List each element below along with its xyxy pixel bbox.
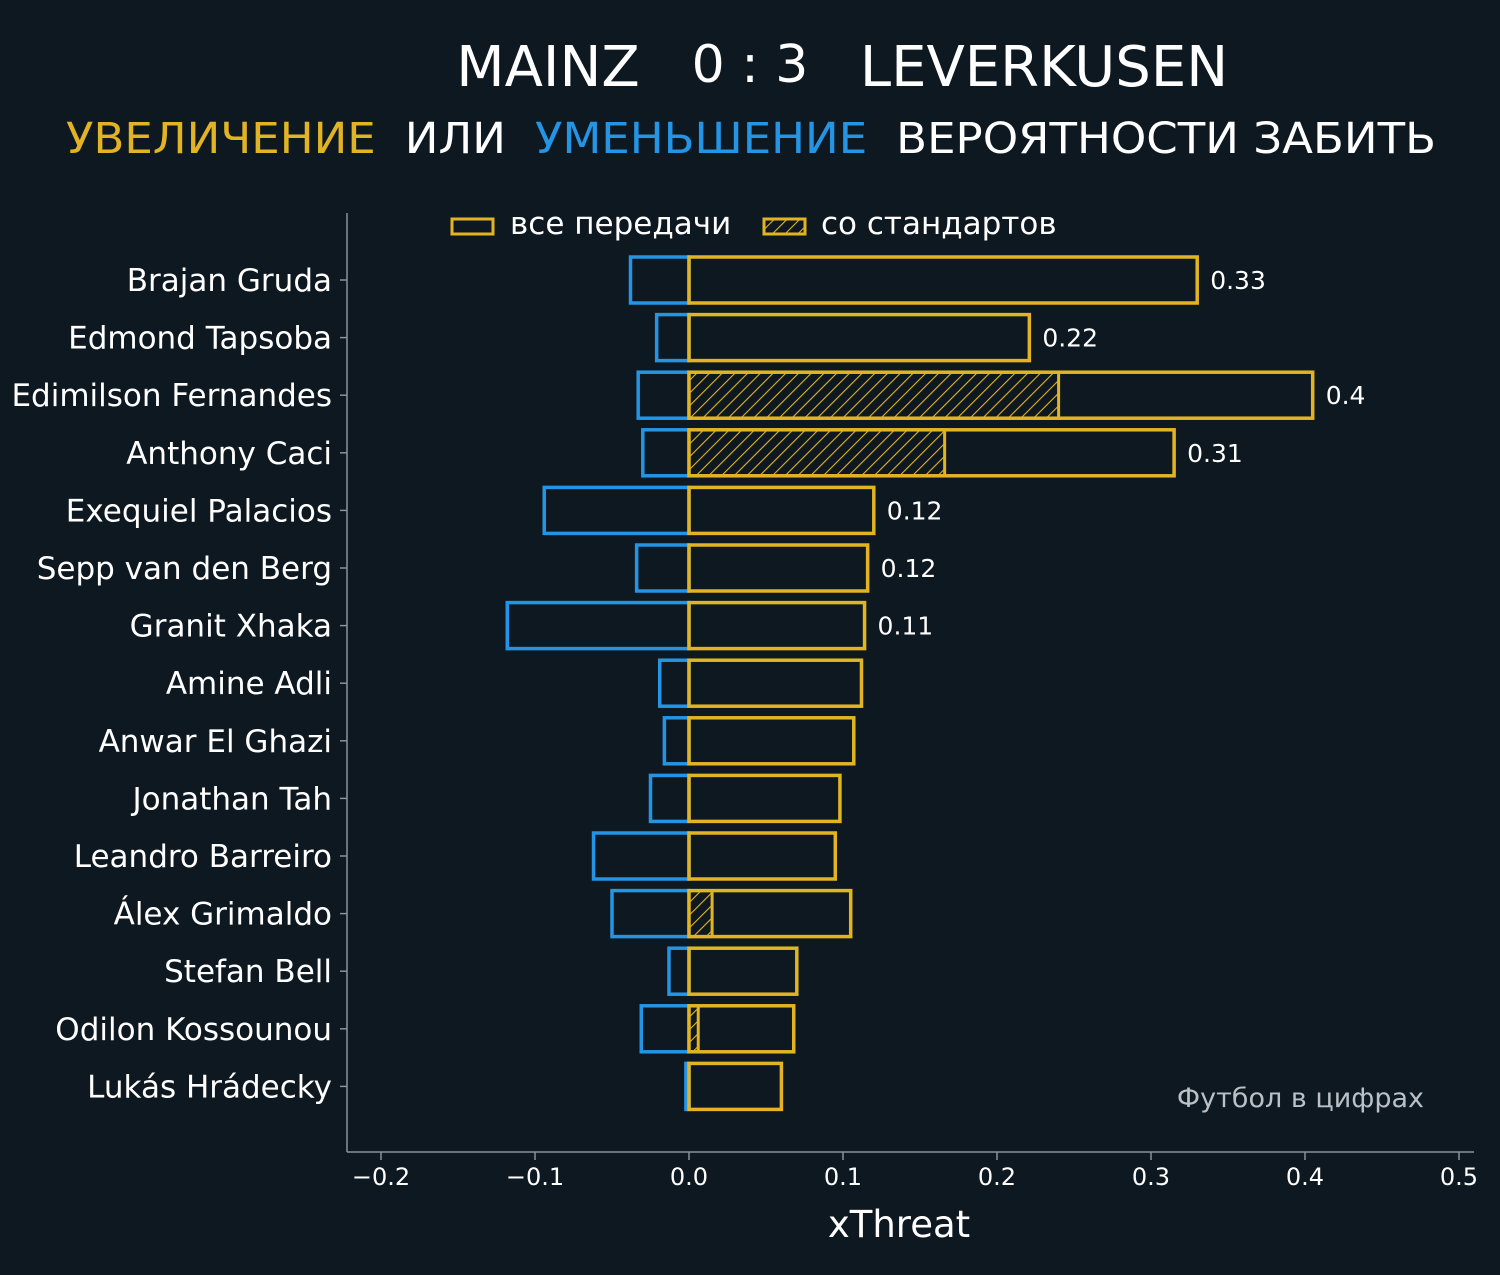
bar-all-passes xyxy=(687,946,799,996)
bar-decrease xyxy=(641,428,691,478)
x-tick-label: 0.5 xyxy=(1440,1163,1478,1191)
bar-set-pieces xyxy=(687,889,714,939)
data-label: 0.31 xyxy=(1187,439,1243,468)
y-tick-labels: Brajan Gruda Edmond Tapsoba Edimilson Fern… xyxy=(11,263,347,1105)
bar-all-passes xyxy=(687,831,838,881)
bar-all-passes xyxy=(687,485,876,536)
y-tick-label: Edimilson Fernandes xyxy=(11,378,332,414)
subtitle-decrease: УМЕНЬШЕНИЕ xyxy=(535,114,867,164)
bar-decrease xyxy=(667,946,691,996)
bar-set-pieces xyxy=(687,428,947,478)
legend-label-all-passes: все передачи xyxy=(510,206,731,242)
subtitle: УВЕЛИЧЕНИЕ ИЛИ УМЕНЬШЕНИЕ ВЕРОЯТНОСТИ ЗА… xyxy=(66,114,1436,164)
legend: все передачи со стандартов xyxy=(450,206,1057,242)
y-tick-label: Álex Grimaldo xyxy=(114,897,332,933)
y-tick-label: Sepp van den Berg xyxy=(37,551,332,587)
bar-all-passes xyxy=(687,1004,796,1054)
bar-all-passes xyxy=(687,370,1315,420)
x-ticks: −0.2 −0.1 0.0 0.1 0.2 0.3 0.4 0.5 xyxy=(352,1152,1478,1191)
data-label: 0.4 xyxy=(1326,381,1366,410)
bar-all-passes xyxy=(687,255,1199,305)
bar-all-passes xyxy=(687,658,864,708)
bar-all-passes xyxy=(687,1061,784,1112)
data-label: 0.22 xyxy=(1042,324,1098,353)
bar-all-passes xyxy=(687,428,1176,478)
match-score: 0 : 3 xyxy=(692,35,809,95)
y-tick-label: Odilon Kossounou xyxy=(55,1012,332,1048)
away-team-name: LEVERKUSEN xyxy=(860,35,1228,100)
x-tick-label: −0.2 xyxy=(352,1163,410,1191)
y-tick-label: Lukás Hrádecky xyxy=(87,1069,332,1105)
bar-all-passes xyxy=(687,716,856,766)
x-axis-label: xThreat xyxy=(828,1203,970,1246)
data-label: 0.11 xyxy=(878,612,934,641)
y-tick-label: Anthony Caci xyxy=(126,436,332,472)
x-tick-label: 0.3 xyxy=(1132,1163,1170,1191)
y-tick-label: Brajan Gruda xyxy=(127,263,332,299)
y-tick-label: Anwar El Ghazi xyxy=(99,724,332,760)
y-tick-label: Jonathan Tah xyxy=(130,781,332,817)
y-tick-label: Granit Xhaka xyxy=(130,609,332,645)
bar-all-passes xyxy=(687,773,842,824)
y-tick-label: Stefan Bell xyxy=(164,954,332,990)
bar-decrease xyxy=(662,716,691,766)
bar-all-passes xyxy=(687,600,867,651)
x-tick-label: 0.2 xyxy=(978,1163,1016,1191)
bar-decrease xyxy=(639,1004,691,1054)
bar-all-passes xyxy=(687,312,1032,363)
bar-all-passes xyxy=(687,888,853,939)
x-tick-label: 0.4 xyxy=(1286,1163,1324,1191)
data-label: 0.33 xyxy=(1210,266,1266,295)
bar-set-pieces xyxy=(687,370,1061,420)
x-tick-label: 0.1 xyxy=(824,1163,862,1191)
bar-decrease xyxy=(591,831,691,881)
legend-swatch-set-pieces xyxy=(762,217,807,236)
bar-decrease xyxy=(505,600,691,651)
data-label: 0.12 xyxy=(887,496,943,525)
bars-group xyxy=(505,255,1315,1112)
bar-all-passes xyxy=(687,543,870,593)
subtitle-or: ИЛИ xyxy=(405,114,506,164)
bar-decrease xyxy=(657,658,691,708)
y-tick-label: Exequiel Palacios xyxy=(66,493,332,529)
home-team-name: MAINZ xyxy=(456,35,639,100)
subtitle-increase: УВЕЛИЧЕНИЕ xyxy=(66,114,376,164)
watermark: Футбол в цифрах xyxy=(1177,1083,1424,1114)
legend-label-set-pieces: со стандартов xyxy=(821,206,1057,242)
data-labels: 0.33 0.22 0.4 0.31 0.12 0.12 0.11 xyxy=(878,266,1366,641)
bar-decrease xyxy=(610,888,691,939)
y-tick-label: Edmond Tapsoba xyxy=(68,321,332,357)
legend-swatch-all-passes xyxy=(450,217,495,236)
bar-decrease xyxy=(648,773,691,824)
x-tick-label: −0.1 xyxy=(506,1163,564,1191)
data-label: 0.12 xyxy=(881,554,937,583)
bar-decrease xyxy=(628,255,691,305)
x-tick-label: 0.0 xyxy=(670,1163,708,1191)
y-tick-label: Amine Adli xyxy=(166,666,332,702)
subtitle-rest: ВЕРОЯТНОСТИ ЗАБИТЬ xyxy=(896,114,1436,164)
bar-decrease xyxy=(542,485,691,536)
bar-decrease xyxy=(636,370,691,420)
bar-decrease xyxy=(654,312,691,363)
bar-decrease xyxy=(634,543,691,593)
y-tick-label: Leandro Barreiro xyxy=(74,839,332,875)
